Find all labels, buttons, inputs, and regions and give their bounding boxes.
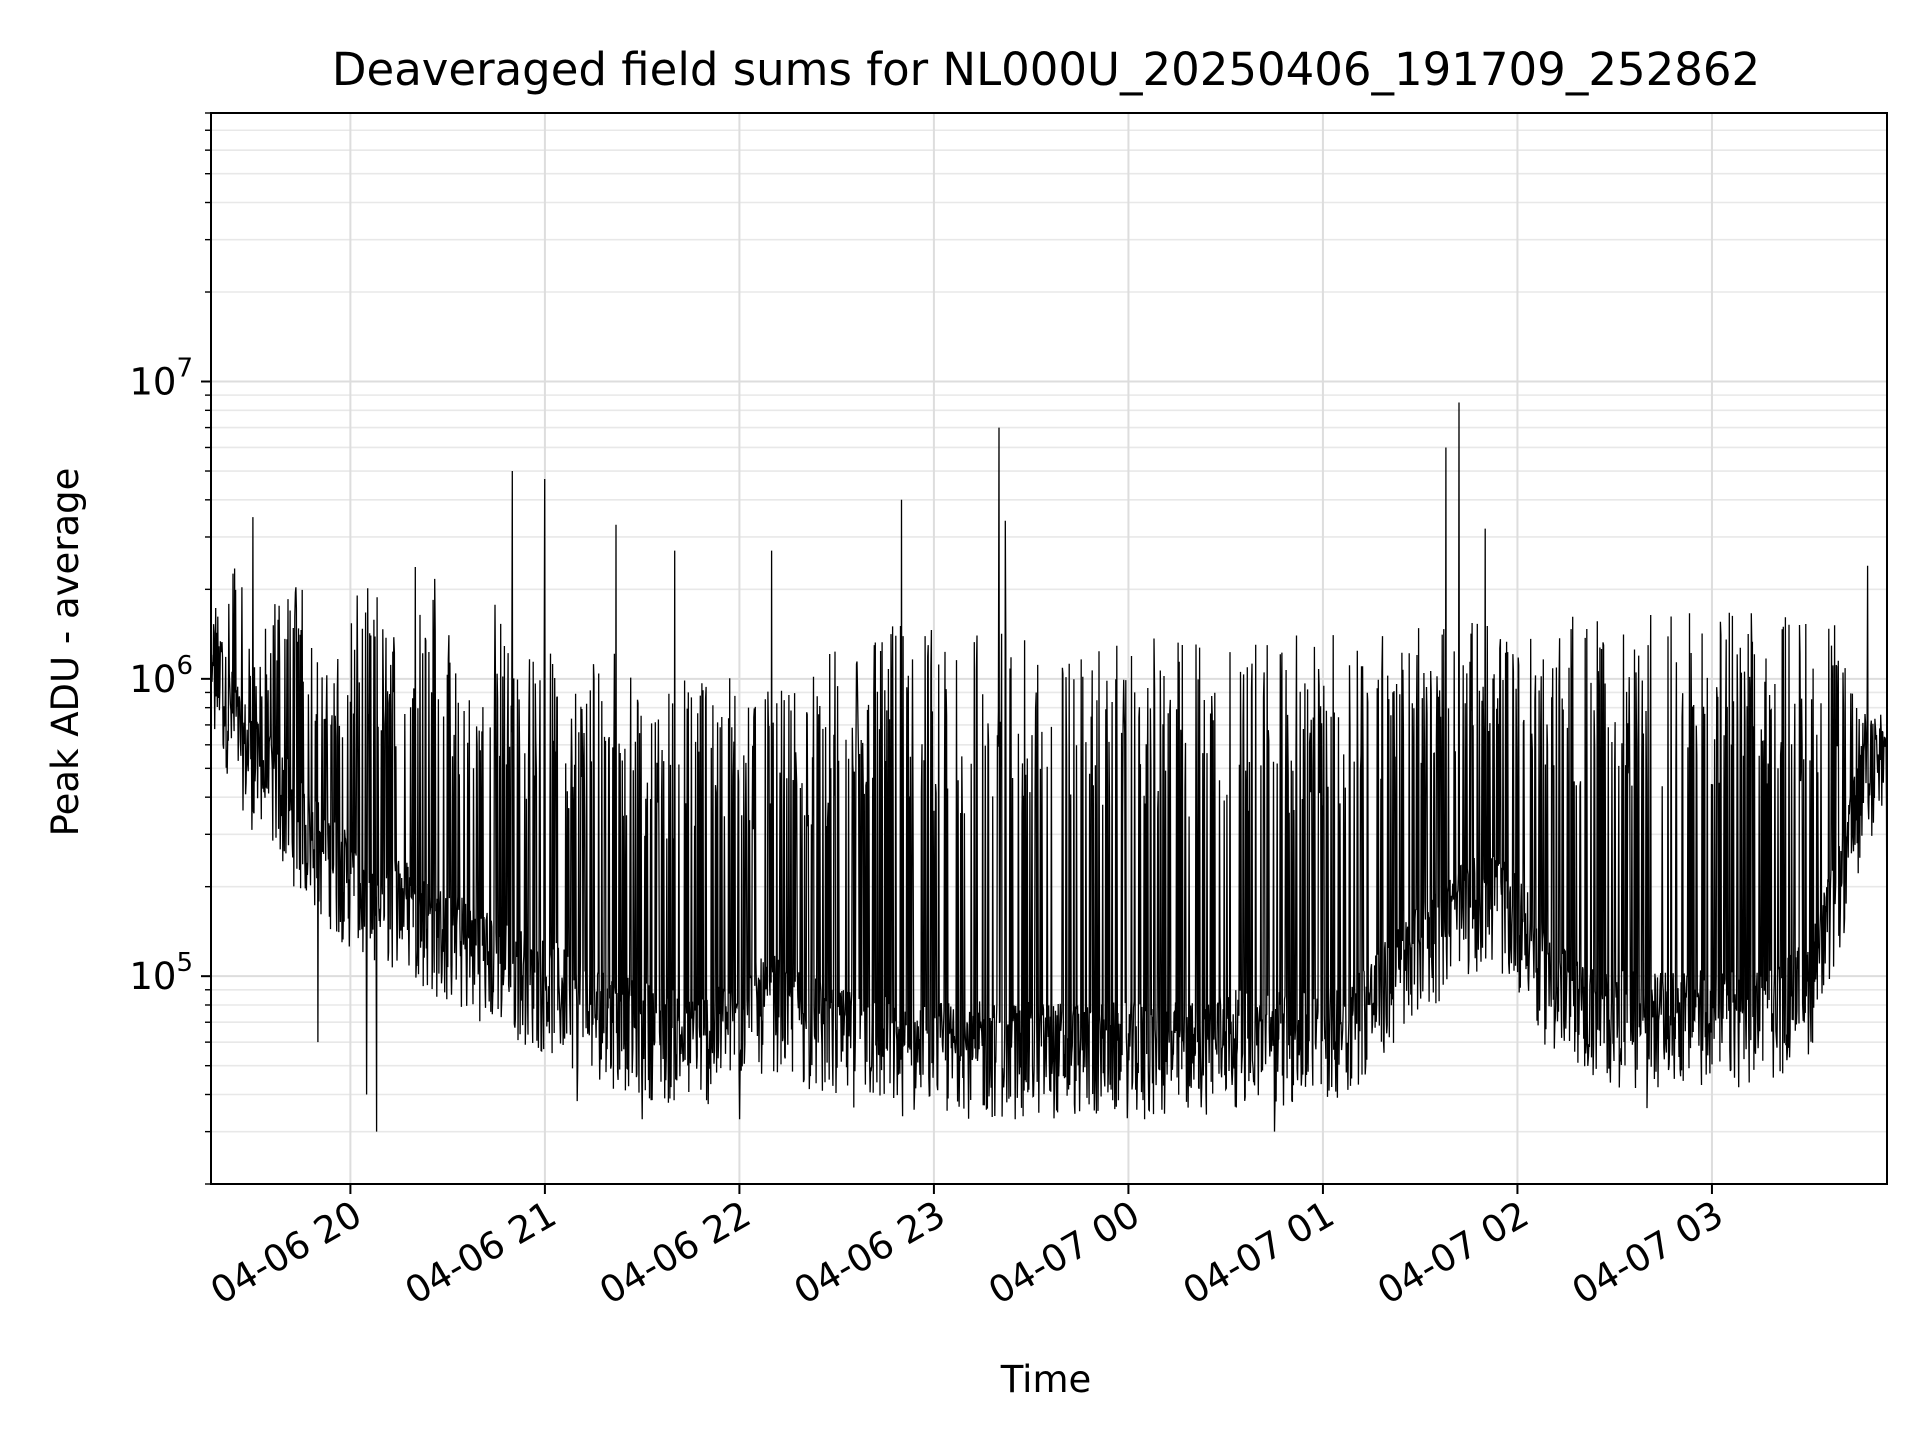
- y-tick-label: 106: [129, 651, 193, 701]
- data-series: [210, 402, 1888, 1132]
- series-line: [210, 402, 1888, 1132]
- y-tick-label: 107: [129, 354, 193, 404]
- plot-frame: [210, 112, 1888, 1185]
- x-axis-label: Time: [1000, 1358, 1092, 1401]
- chart-title: Deaveraged field sums for NL000U_2025040…: [332, 43, 1760, 96]
- y-axis-label: Peak ADU - average: [44, 468, 87, 837]
- y-tick-label: 105: [129, 948, 193, 998]
